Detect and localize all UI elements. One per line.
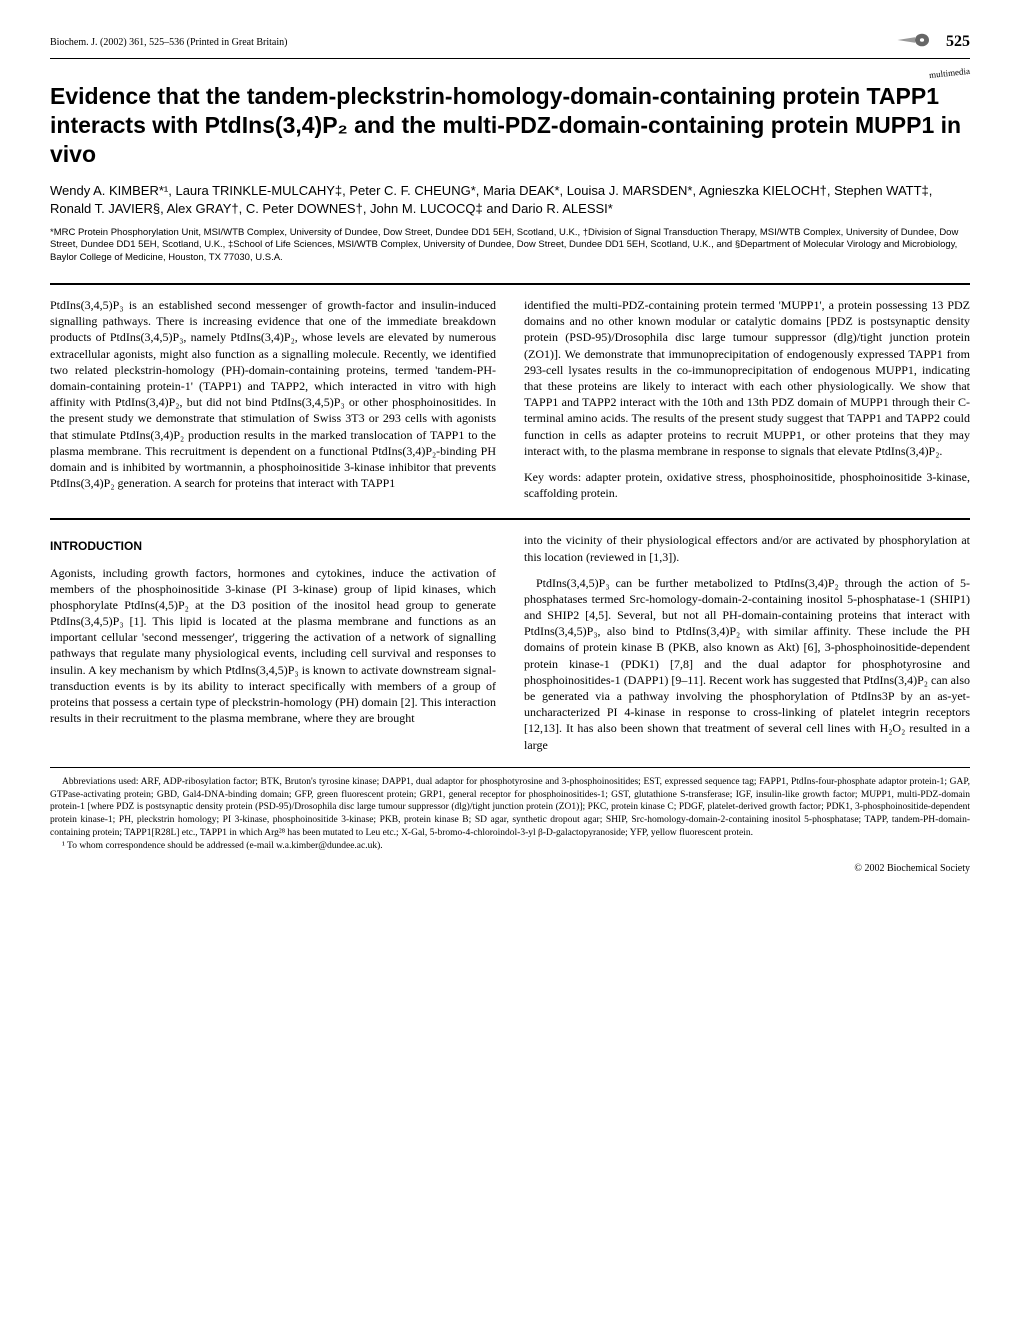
footnotes-section: Abbreviations used: ARF, ADP-ribosylatio… [50, 767, 970, 853]
intro-paragraph: Agonists, including growth factors, horm… [50, 565, 496, 727]
article-title: Evidence that the tandem-pleckstrin-homo… [50, 82, 970, 168]
divider-rule [50, 518, 970, 520]
abbreviations: Abbreviations used: ARF, ADP-ribosylatio… [50, 776, 970, 840]
intro-paragraph: PtdIns(3,4,5)P₃ can be further metaboliz… [524, 575, 970, 753]
multimedia-badge: multimedia [929, 66, 971, 80]
abstract-section: PtdIns(3,4,5)P₃ is an established second… [50, 297, 970, 506]
introduction-section: INTRODUCTION Agonists, including growth … [50, 532, 970, 752]
header-right: 525 [894, 30, 970, 54]
page-header: Biochem. J. (2002) 361, 525–536 (Printed… [50, 30, 970, 59]
section-heading: INTRODUCTION [50, 538, 496, 554]
abstract-paragraph: identified the multi-PDZ-containing prot… [524, 297, 970, 459]
cd-logo-icon [894, 30, 936, 54]
divider-rule [50, 283, 970, 285]
correspondence: ¹ To whom correspondence should be addre… [50, 840, 970, 853]
keywords: Key words: adapter protein, oxidative st… [524, 469, 970, 501]
page-number: 525 [946, 33, 970, 51]
abstract-paragraph: PtdIns(3,4,5)P₃ is an established second… [50, 297, 496, 491]
intro-paragraph: into the vicinity of their physiological… [524, 532, 970, 564]
author-list: Wendy A. KIMBER*¹, Laura TRINKLE-MULCAHY… [50, 182, 970, 218]
badge-row: multimedia [50, 65, 970, 80]
copyright-line: © 2002 Biochemical Society [50, 863, 970, 874]
journal-reference: Biochem. J. (2002) 361, 525–536 (Printed… [50, 37, 287, 48]
affiliations: *MRC Protein Phosphorylation Unit, MSI/W… [50, 227, 970, 265]
